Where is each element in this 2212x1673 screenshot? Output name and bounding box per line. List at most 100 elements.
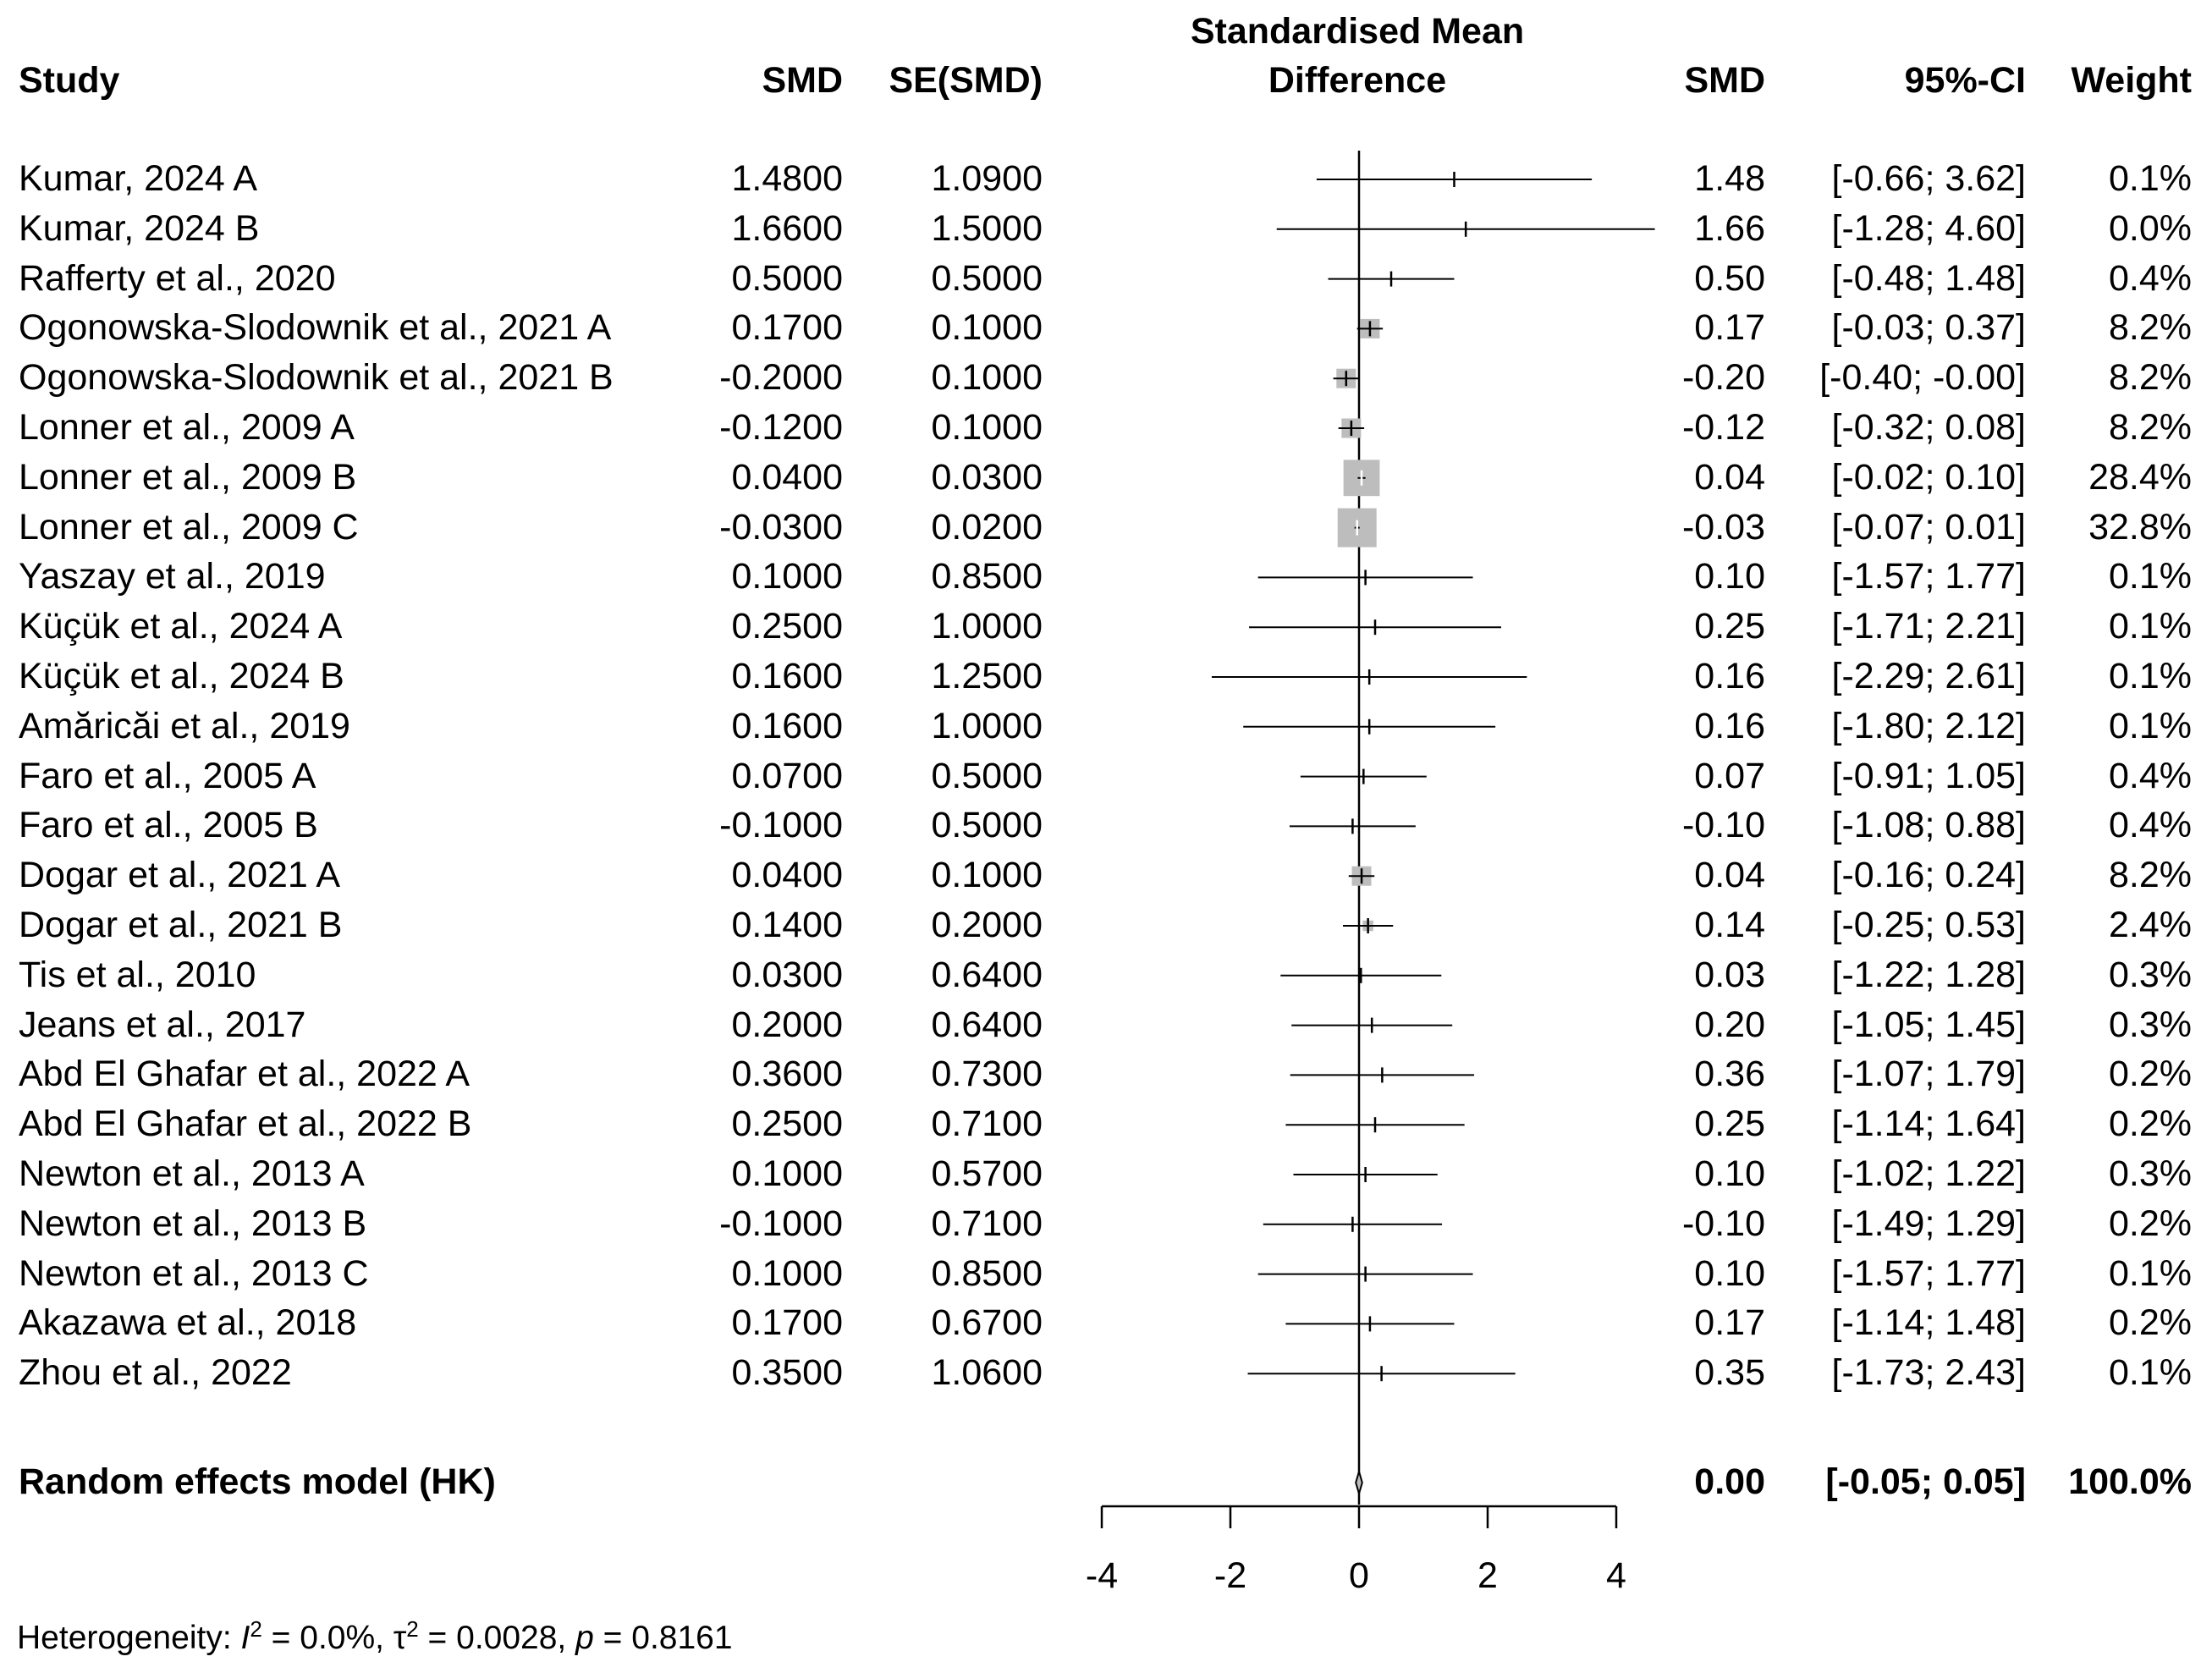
study-weight: 32.8% bbox=[2088, 506, 2192, 548]
study-smd: 1.6600 bbox=[731, 207, 843, 249]
x-tick-label: 2 bbox=[1477, 1555, 1498, 1596]
study-smd: 0.0300 bbox=[731, 954, 843, 995]
study-weight: 8.2% bbox=[2108, 307, 2192, 349]
study-weight: 8.2% bbox=[2108, 357, 2192, 399]
study-estimate: 0.20 bbox=[1694, 1004, 1765, 1045]
study-se: 1.0600 bbox=[931, 1352, 1043, 1394]
study-weight: 0.1% bbox=[2108, 556, 2192, 597]
table-row: Faro et al., 2005 A 0.0700 0.5000 0.07 [-0.9… bbox=[0, 753, 2212, 802]
study-ci: [-0.16; 0.24] bbox=[1831, 855, 2027, 896]
chart-title-line1: Standardised Mean bbox=[1190, 11, 1525, 52]
header-weight: Weight bbox=[2071, 60, 2192, 101]
pooled-diamond bbox=[1355, 1468, 1363, 1497]
study-name: Newton et al., 2013 A bbox=[19, 1153, 365, 1194]
study-estimate: 0.10 bbox=[1694, 1252, 1765, 1294]
study-se: 0.8500 bbox=[931, 1252, 1043, 1294]
study-estimate: 0.35 bbox=[1694, 1352, 1765, 1394]
study-name: Zhou et al., 2022 bbox=[19, 1352, 292, 1394]
study-estimate: -0.12 bbox=[1681, 407, 1765, 448]
table-row: Newton et al., 2013 C 0.1000 0.8500 0.10 [-1… bbox=[0, 1251, 2212, 1300]
x-tick-label: -2 bbox=[1214, 1555, 1246, 1596]
study-name: Tis et al., 2010 bbox=[19, 954, 256, 995]
study-name: Newton et al., 2013 B bbox=[19, 1202, 367, 1244]
study-estimate: -0.10 bbox=[1681, 805, 1765, 846]
study-smd: 0.1700 bbox=[731, 1302, 843, 1344]
study-smd: -0.1000 bbox=[719, 1202, 843, 1244]
study-estimate: 0.10 bbox=[1694, 1153, 1765, 1194]
study-ci: [-0.66; 3.62] bbox=[1831, 158, 2027, 199]
study-weight: 0.3% bbox=[2108, 1004, 2192, 1045]
study-weight: 0.1% bbox=[2108, 1252, 2192, 1294]
table-row: Kumar, 2024 B 1.6600 1.5000 1.66 [-1.28; 4.6… bbox=[0, 206, 2212, 255]
table-row: Zhou et al., 2022 0.3500 1.0600 0.35 [-1.73;… bbox=[0, 1350, 2212, 1399]
study-estimate: 0.10 bbox=[1694, 556, 1765, 597]
study-smd: 0.1600 bbox=[731, 705, 843, 746]
study-ci: [-0.48; 1.48] bbox=[1831, 257, 2027, 299]
study-name: Newton et al., 2013 C bbox=[19, 1252, 369, 1294]
table-row: Newton et al., 2013 B -0.1000 0.7100 -0.10 [… bbox=[0, 1201, 2212, 1250]
study-weight: 0.3% bbox=[2108, 954, 2192, 995]
study-ci: [-0.02; 0.10] bbox=[1831, 456, 2027, 498]
study-smd: 0.3500 bbox=[731, 1352, 843, 1394]
table-row: Dogar et al., 2021 B 0.1400 0.2000 0.14 [-0.… bbox=[0, 902, 2212, 951]
study-se: 0.8500 bbox=[931, 556, 1043, 597]
pooled-estimate: 0.00 bbox=[1694, 1461, 1765, 1502]
pooled-row: Random effects model (HK) 0.00 [-0.05; 0… bbox=[0, 1459, 2212, 1508]
table-row: Lonner et al., 2009 A -0.1200 0.1000 -0.12 [… bbox=[0, 404, 2212, 454]
study-ci: [-1.14; 1.64] bbox=[1831, 1103, 2027, 1145]
study-name: Küçük et al., 2024 B bbox=[19, 656, 344, 696]
heterogeneity-text: Heterogeneity: I2 = 0.0%, τ2 = 0.0028, p… bbox=[17, 1616, 733, 1656]
study-smd: -0.1200 bbox=[719, 407, 843, 448]
study-weight: 0.2% bbox=[2108, 1302, 2192, 1344]
study-estimate: 1.48 bbox=[1694, 158, 1765, 199]
study-se: 0.7100 bbox=[931, 1103, 1043, 1145]
study-estimate: -0.03 bbox=[1681, 506, 1765, 548]
study-se: 0.5000 bbox=[931, 755, 1043, 796]
table-row: Akazawa et al., 2018 0.1700 0.6700 0.17 [-1.… bbox=[0, 1300, 2212, 1349]
table-row: Dogar et al., 2021 A 0.0400 0.1000 0.04 [-0.… bbox=[0, 852, 2212, 901]
study-weight: 8.2% bbox=[2108, 855, 2192, 896]
study-se: 0.5000 bbox=[931, 805, 1043, 846]
study-weight: 0.2% bbox=[2108, 1054, 2192, 1095]
chart-title-line2: Difference bbox=[1268, 60, 1447, 101]
header-smd-right: SMD bbox=[1684, 60, 1765, 101]
header-ci: 95%-CI bbox=[1904, 60, 2026, 101]
table-row: Rafferty et al., 2020 0.5000 0.5000 0.50 [-0… bbox=[0, 256, 2212, 305]
pooled-label: Random effects model (HK) bbox=[19, 1461, 496, 1502]
study-se: 1.0000 bbox=[931, 606, 1043, 647]
study-ci: [-1.49; 1.29] bbox=[1831, 1202, 2027, 1244]
study-ci: [-1.02; 1.22] bbox=[1831, 1153, 2027, 1194]
study-ci: [-1.14; 1.48] bbox=[1831, 1302, 2027, 1344]
study-se: 0.6400 bbox=[931, 954, 1043, 995]
study-se: 1.0900 bbox=[931, 158, 1043, 199]
study-weight: 0.2% bbox=[2108, 1103, 2192, 1145]
study-name: Amăricăi et al., 2019 bbox=[19, 705, 350, 746]
study-estimate: 0.16 bbox=[1694, 656, 1765, 696]
study-ci: [-0.32; 0.08] bbox=[1831, 407, 2027, 448]
study-smd: 0.0700 bbox=[731, 755, 843, 796]
study-se: 0.1000 bbox=[931, 407, 1043, 448]
study-ci: [-1.07; 1.79] bbox=[1831, 1054, 2027, 1095]
study-name: Lonner et al., 2009 B bbox=[19, 456, 357, 498]
study-ci: [-0.03; 0.37] bbox=[1831, 307, 2027, 349]
study-name: Faro et al., 2005 B bbox=[19, 805, 318, 846]
study-smd: 0.0400 bbox=[731, 456, 843, 498]
header-study: Study bbox=[19, 60, 120, 101]
x-tick-label: -4 bbox=[1086, 1555, 1118, 1596]
study-smd: 0.3600 bbox=[731, 1054, 843, 1095]
study-se: 0.6700 bbox=[931, 1302, 1043, 1344]
table-row: Ogonowska-Slodownik et al., 2021 B -0.200… bbox=[0, 355, 2212, 404]
study-weight: 0.1% bbox=[2108, 705, 2192, 746]
study-estimate: 0.04 bbox=[1694, 456, 1765, 498]
study-estimate: 0.25 bbox=[1694, 606, 1765, 647]
study-se: 1.5000 bbox=[931, 207, 1043, 249]
study-ci: [-0.07; 0.01] bbox=[1831, 506, 2027, 548]
study-se: 0.5000 bbox=[931, 257, 1043, 299]
table-row: Yaszay et al., 2019 0.1000 0.8500 0.10 [-1.5… bbox=[0, 553, 2212, 603]
study-smd: 0.2500 bbox=[731, 606, 843, 647]
table-row: Küçük et al., 2024 A 0.2500 1.0000 0.25 [-1.… bbox=[0, 603, 2212, 652]
study-weight: 28.4% bbox=[2088, 456, 2192, 498]
pooled-weight: 100.0% bbox=[2068, 1461, 2192, 1502]
study-ci: [-2.29; 2.61] bbox=[1831, 656, 2027, 696]
study-smd: 0.1000 bbox=[731, 556, 843, 597]
